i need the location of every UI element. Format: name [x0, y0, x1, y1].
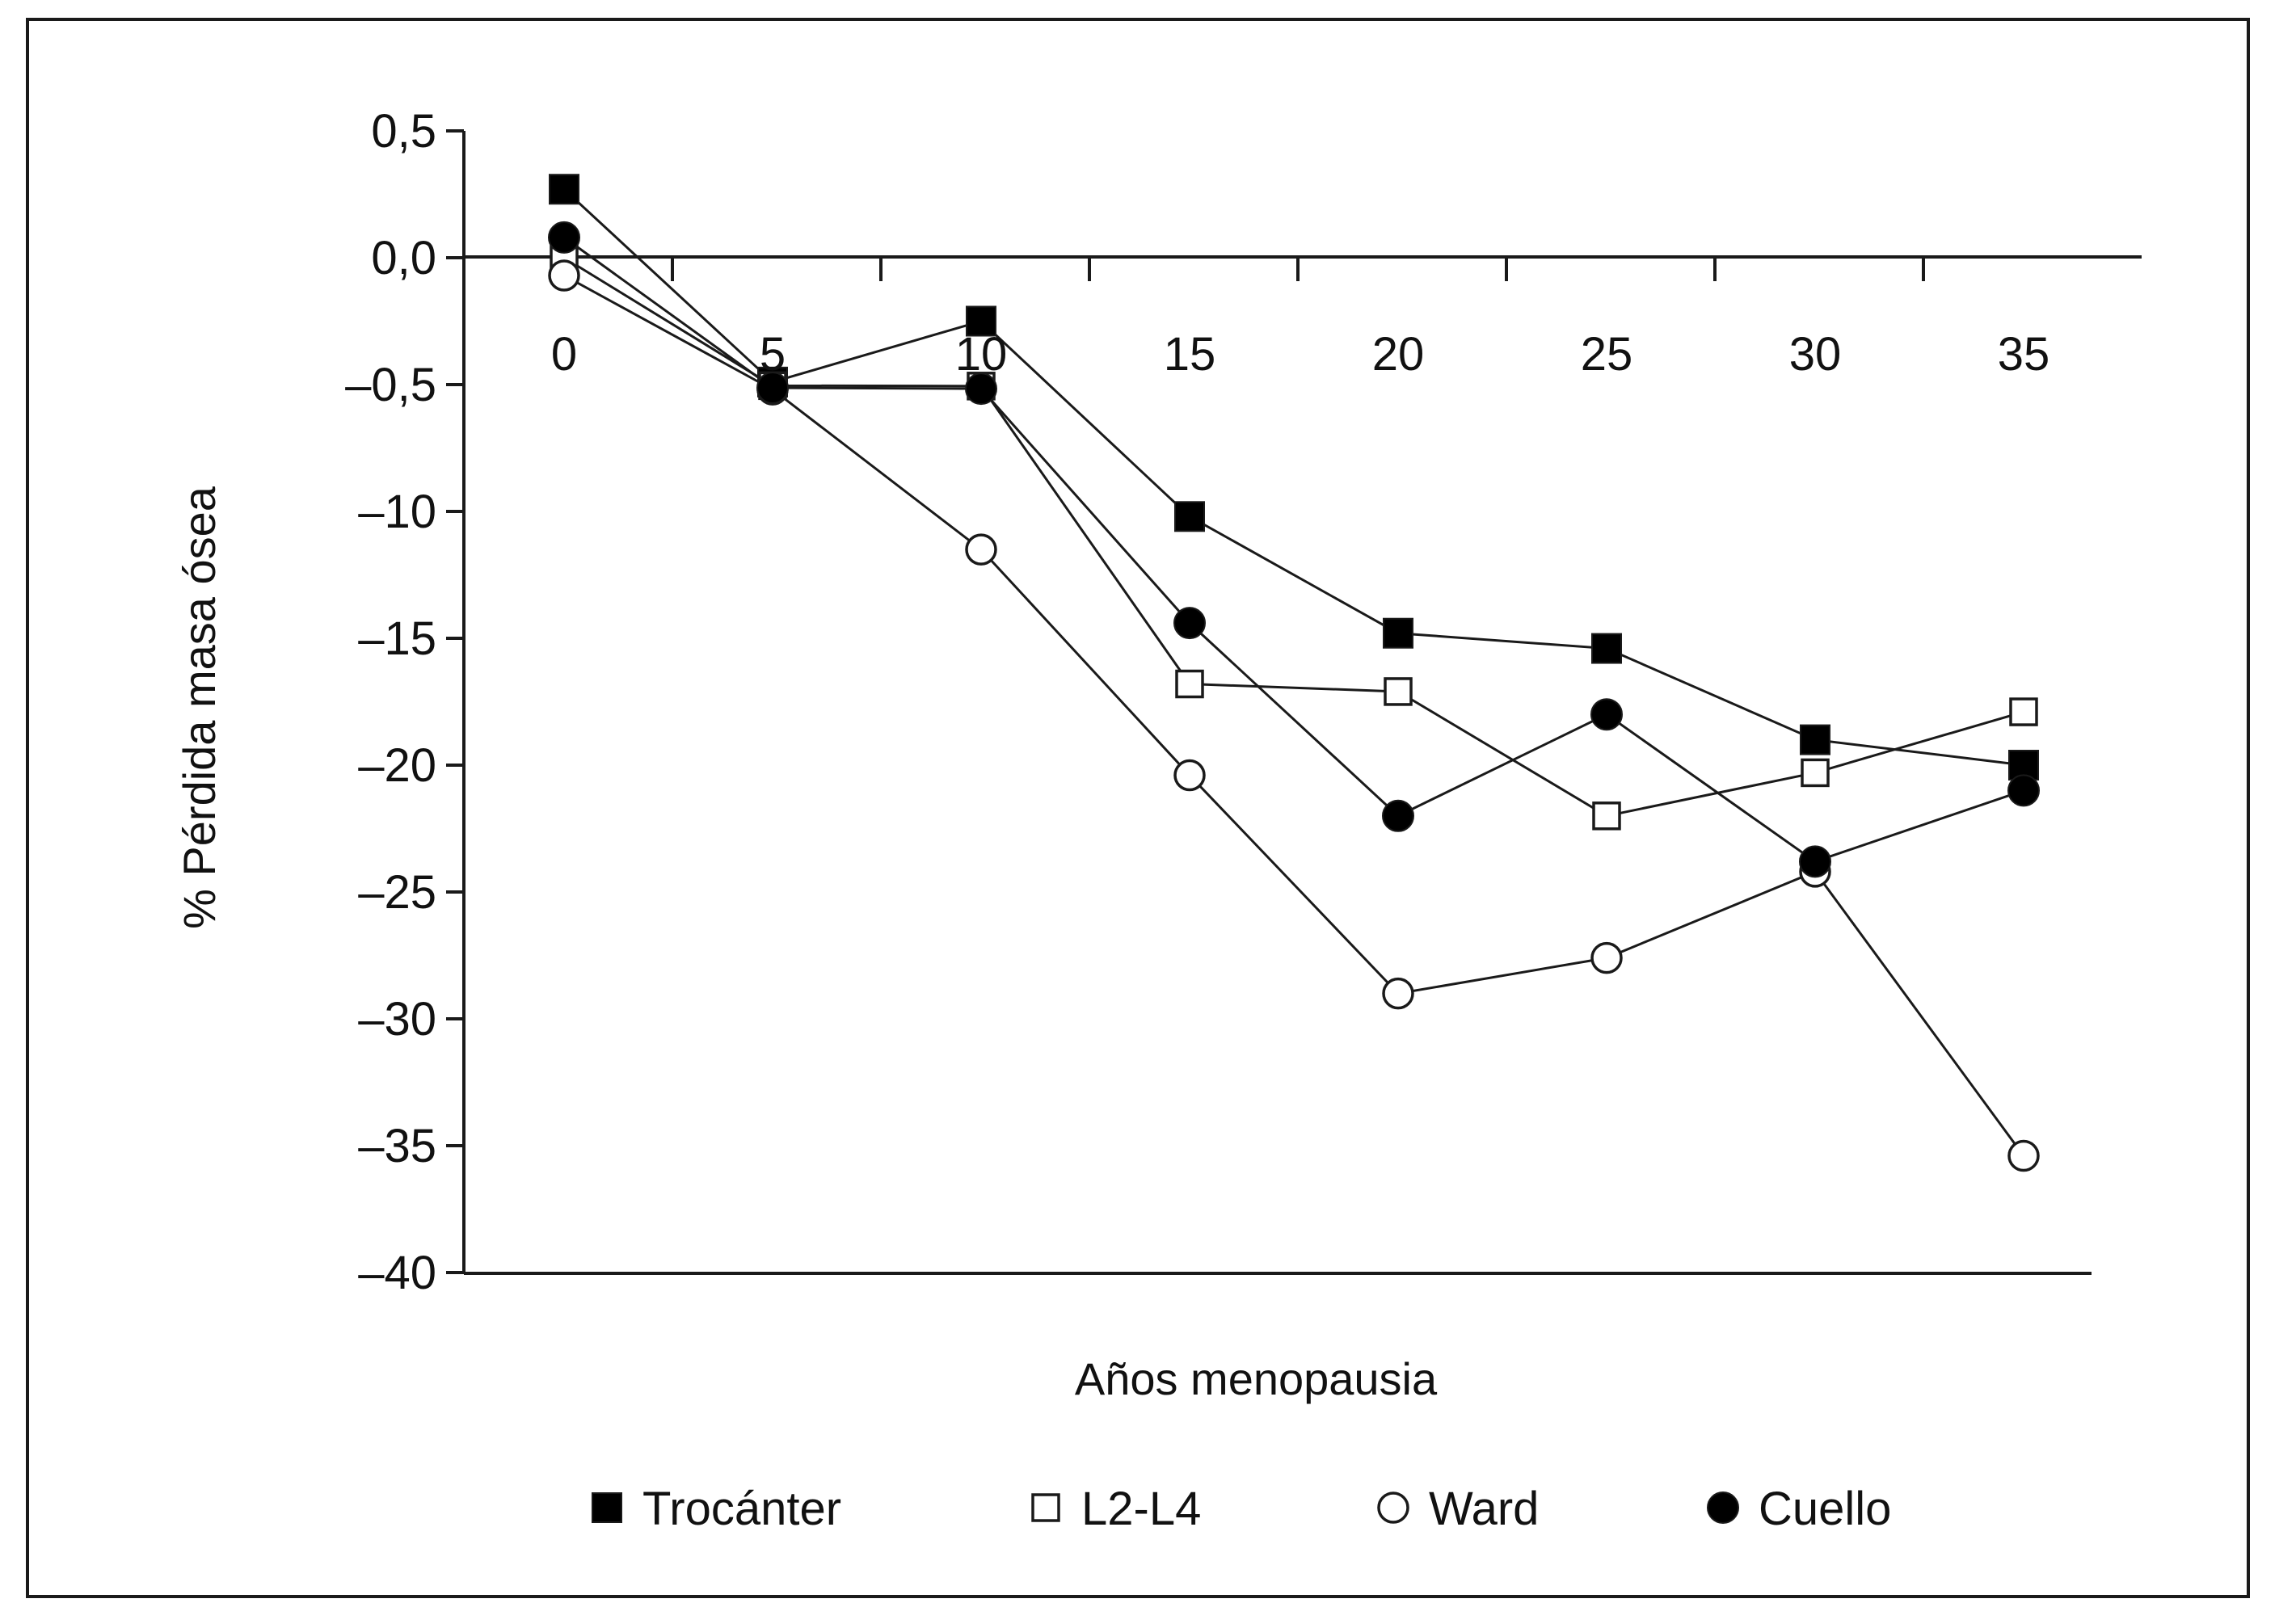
series-lines — [562, 188, 2025, 1157]
data-point-ward — [1382, 977, 1414, 1010]
legend-label-troc-nter: Trocánter — [642, 1483, 841, 1535]
data-point-ward — [1590, 941, 1623, 974]
legend-label-cuello: Cuello — [1759, 1483, 1891, 1535]
x-tick-label: 20 — [1372, 328, 1425, 381]
y-tick-label: –15 — [358, 612, 436, 665]
legend: Trocánter L2-L4 Ward Cuello — [592, 1483, 1891, 1535]
data-point-cuello — [756, 371, 789, 404]
x-tick-label: 10 — [955, 328, 1008, 381]
data-point-troc-nter — [1800, 724, 1830, 755]
data-point-cuello — [965, 372, 997, 406]
data-point-l2-l4 — [2009, 697, 2038, 726]
series-markers — [548, 174, 2040, 1172]
y-tick-label: –35 — [358, 1120, 436, 1172]
y-tick-label: –25 — [358, 866, 436, 919]
x-tick-label: 5 — [760, 328, 786, 381]
data-point-troc-nter — [549, 174, 579, 205]
data-point-troc-nter — [966, 305, 996, 337]
legend-item-troc-nter: Trocánter — [592, 1483, 841, 1535]
series-line-l2-l4 — [563, 256, 2024, 818]
legend-label-ward: Ward — [1429, 1483, 1539, 1535]
axes — [446, 129, 2142, 1275]
y-tick-label: –40 — [358, 1247, 436, 1299]
data-point-ward — [2007, 1139, 2040, 1172]
data-point-ward — [965, 533, 997, 566]
data-point-cuello — [2007, 774, 2040, 807]
tick-labels: 0,5 0,0 –0,5 –10 –15 –20 –25 –30 –35 –40 0 5 10 15 20 2… — [345, 105, 2049, 1299]
chart-frame: 0,5 0,0 –0,5 –10 –15 –20 –25 –30 –35 –40 0 5 10 15 20 2… — [26, 18, 2250, 1598]
data-point-l2-l4 — [1592, 801, 1621, 831]
y-tick-label: –10 — [358, 486, 436, 538]
x-tick-label: 15 — [1164, 328, 1216, 381]
y-axis-title: % Pérdida masa ósea — [174, 486, 225, 929]
y-tick-label: –20 — [358, 739, 436, 792]
legend-marker-troc-nter — [592, 1492, 622, 1523]
legend-marker-cuello — [1707, 1491, 1739, 1524]
y-tick-label: 0,0 — [371, 232, 436, 284]
legend-label-l2-l4: L2-L4 — [1081, 1483, 1201, 1535]
data-point-ward — [548, 259, 580, 292]
data-point-l2-l4 — [1384, 677, 1413, 706]
line-chart: 0,5 0,0 –0,5 –10 –15 –20 –25 –30 –35 –40 0 5 10 15 20 2… — [174, 105, 2142, 1535]
legend-item-l2-l4: L2-L4 — [1031, 1483, 1201, 1535]
x-tick-label: 35 — [1998, 328, 2050, 381]
data-point-cuello — [1590, 698, 1623, 731]
y-tick-label: 0,5 — [371, 105, 436, 158]
x-axis-title: Años menopausia — [1075, 1353, 1438, 1404]
x-tick-label: 0 — [551, 328, 577, 381]
series-line-ward — [563, 274, 2025, 1157]
data-point-ward — [1173, 759, 1206, 792]
data-point-cuello — [1173, 607, 1206, 640]
series-line-troc-nter — [562, 188, 2024, 767]
data-point-troc-nter — [1383, 617, 1413, 649]
data-point-cuello — [548, 221, 580, 254]
data-point-l2-l4 — [1801, 758, 1830, 788]
legend-item-ward: Ward — [1377, 1483, 1539, 1535]
x-tick-label: 30 — [1789, 328, 1842, 381]
y-tick-label: –30 — [358, 993, 436, 1046]
data-point-troc-nter — [1174, 501, 1205, 532]
data-point-troc-nter — [1591, 633, 1622, 664]
legend-marker-ward — [1377, 1491, 1409, 1524]
x-tick-label: 25 — [1581, 328, 1633, 381]
data-point-cuello — [1382, 799, 1414, 832]
legend-marker-l2-l4 — [1031, 1493, 1060, 1522]
legend-item-cuello: Cuello — [1707, 1483, 1891, 1535]
data-point-l2-l4 — [1175, 669, 1204, 699]
series-line-cuello — [563, 236, 2024, 863]
data-point-cuello — [1799, 845, 1831, 878]
y-tick-label: –0,5 — [345, 359, 436, 411]
